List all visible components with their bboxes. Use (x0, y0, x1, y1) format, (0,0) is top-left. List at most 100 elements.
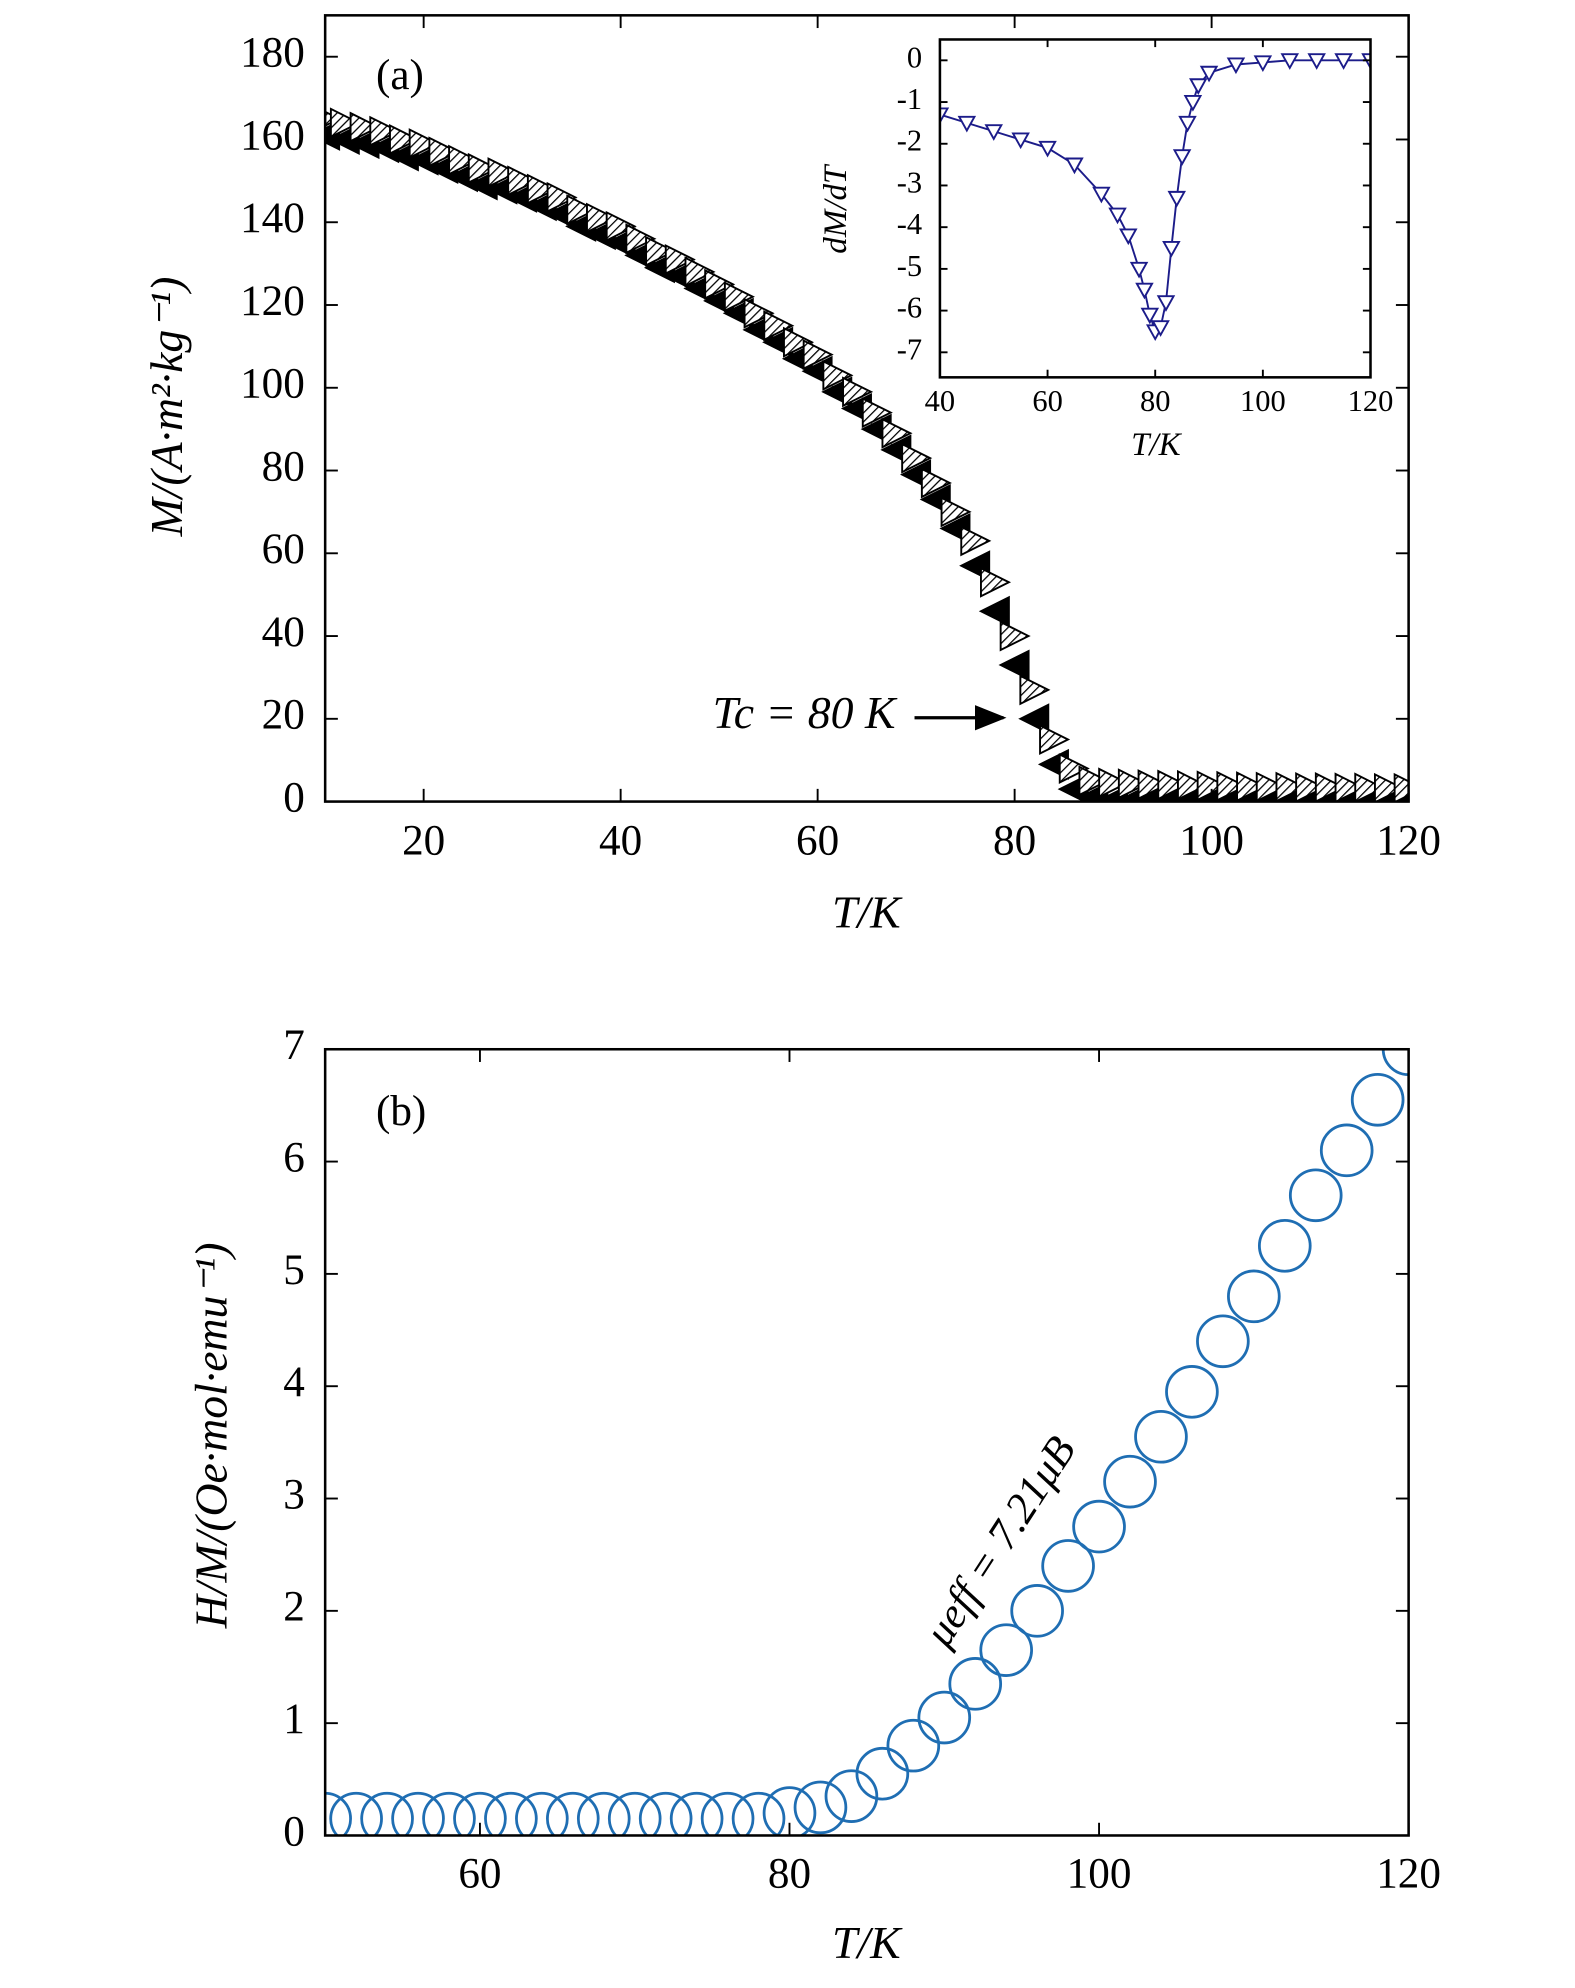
data-point (886, 1718, 941, 1773)
data-point (1151, 320, 1170, 337)
data-point (939, 107, 950, 125)
data-point (1172, 149, 1192, 166)
data-point (842, 376, 874, 408)
data-point (422, 1791, 476, 1836)
panel-label: (a) (376, 52, 424, 99)
plot-frame (323, 1047, 1410, 1837)
data-point (940, 496, 972, 528)
data-point (984, 124, 1003, 141)
data-point (762, 1786, 817, 1836)
x-tick-label: 60 (796, 818, 839, 865)
data-point (638, 1791, 693, 1836)
data-point (1117, 768, 1149, 800)
x-tick-label: 80 (768, 1850, 811, 1897)
data-point (684, 256, 716, 288)
data-point (999, 620, 1031, 652)
y-tick-label: -7 (897, 332, 922, 366)
data-point (1393, 772, 1409, 802)
x-tick-label: 40 (925, 384, 955, 418)
data-point (487, 157, 519, 189)
x-tick-label: 20 (402, 818, 445, 865)
data-point (1189, 78, 1208, 95)
data-point (1373, 772, 1406, 802)
data-point (1134, 1409, 1188, 1464)
data-point (763, 310, 795, 342)
data-point (329, 1791, 383, 1836)
data-point (605, 210, 637, 242)
data-point (1196, 1314, 1250, 1369)
data-point (1092, 186, 1111, 204)
data-point (917, 1690, 972, 1745)
data-point (428, 136, 460, 168)
data-point (1165, 1365, 1219, 1419)
data-point (1334, 53, 1353, 70)
data-point (1011, 132, 1030, 150)
data-point (948, 1657, 1003, 1711)
data-point (360, 1791, 414, 1836)
plot-area (939, 53, 1371, 342)
x-axis-label: T/K (832, 1917, 903, 1968)
y-tick-label: 0 (283, 1808, 305, 1855)
y-tick-label: 180 (240, 30, 305, 77)
data-point (1010, 1584, 1064, 1638)
y-axis-label: dM/dT (818, 163, 854, 254)
y-tick-label: -6 (897, 291, 922, 325)
data-point (625, 223, 657, 255)
x-tick-label: 120 (1376, 818, 1441, 865)
data-point (822, 359, 854, 391)
data-point (1350, 1072, 1405, 1127)
plot-area (325, 107, 1409, 802)
data-point (329, 107, 361, 139)
y-tick-label: 40 (262, 609, 305, 656)
data-point (1038, 140, 1057, 158)
data-point (978, 595, 1010, 627)
panel-label: (b) (376, 1088, 426, 1135)
data-point (881, 417, 913, 449)
y-tick-label: 2 (283, 1584, 305, 1631)
data-point (349, 111, 381, 143)
data-point (515, 1791, 569, 1836)
y-tick-label: 0 (907, 40, 922, 74)
data-point (389, 123, 421, 155)
y-tick-label: 120 (240, 278, 305, 325)
y-tick-label: -2 (897, 124, 922, 158)
y-tick-label: 5 (283, 1247, 305, 1294)
y-tick-label: -1 (897, 82, 922, 116)
y-tick-label: 1 (283, 1696, 305, 1743)
data-point (1019, 674, 1051, 706)
data-point (901, 442, 933, 474)
data-point (1227, 1269, 1281, 1324)
data-point (1319, 1123, 1374, 1178)
data-point (484, 1791, 538, 1836)
data-point (546, 1791, 600, 1836)
data-point (453, 1791, 507, 1836)
data-point (1253, 55, 1273, 72)
data-point (855, 1746, 910, 1801)
data-point (1140, 307, 1160, 325)
data-point (998, 649, 1030, 681)
y-tick-label: 20 (262, 692, 305, 739)
data-point (700, 1791, 755, 1836)
data-point (1257, 1219, 1312, 1273)
y-tick-label: 0 (283, 774, 305, 821)
data-point (1103, 1454, 1157, 1509)
y-tick-label: 6 (283, 1134, 305, 1181)
data-point (1072, 1499, 1126, 1554)
data-point (979, 1623, 1033, 1677)
data-point (1135, 282, 1154, 300)
data-point (1288, 1168, 1343, 1223)
data-point (1314, 771, 1346, 802)
data-point (960, 525, 992, 557)
x-tick-label: 60 (1032, 384, 1062, 418)
data-point (391, 1791, 445, 1836)
data-point (1039, 723, 1071, 756)
x-tick-label: 120 (1348, 384, 1394, 418)
data-point (1156, 295, 1176, 312)
data-point (1275, 771, 1307, 802)
plot-area (325, 1049, 1409, 1836)
x-tick-label: 60 (458, 1850, 501, 1897)
x-tick-label: 40 (599, 818, 642, 865)
data-point (743, 297, 775, 329)
data-point (1078, 765, 1110, 797)
